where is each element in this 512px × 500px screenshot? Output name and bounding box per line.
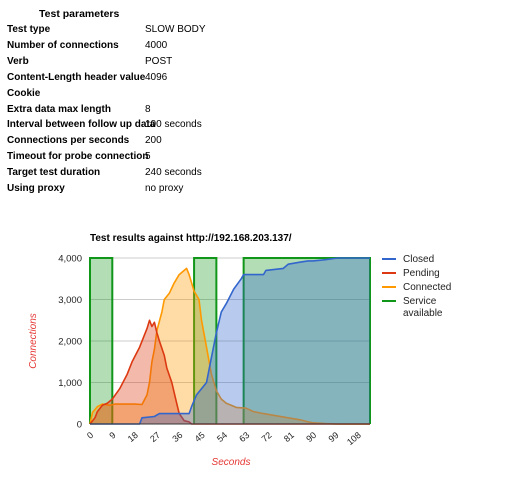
legend-label: Service available bbox=[403, 296, 443, 319]
param-label: Using proxy bbox=[7, 183, 65, 194]
param-value: 100 seconds bbox=[145, 119, 202, 131]
pending-line bbox=[89, 319, 370, 425]
param-label: Timeout for probe connection bbox=[7, 151, 149, 163]
param-value: SLOW BODY bbox=[145, 24, 206, 35]
param-row: Timeout for probe connection 5 bbox=[7, 151, 307, 167]
y-tick-label: 0 bbox=[77, 420, 82, 431]
param-label: Extra data max length bbox=[7, 103, 111, 115]
param-row: Cookie bbox=[7, 88, 307, 104]
x-tick-label: 0 bbox=[85, 430, 95, 441]
chart-plot-area bbox=[89, 257, 371, 425]
connected-line bbox=[89, 267, 370, 425]
legend-swatch bbox=[382, 300, 396, 302]
param-label: Content-Length header value bbox=[7, 71, 146, 83]
param-value: 240 seconds bbox=[145, 167, 202, 179]
y-tick-label: 3,000 bbox=[58, 295, 82, 306]
x-tick-label: 18 bbox=[126, 430, 140, 444]
x-tick-label: 72 bbox=[260, 430, 274, 444]
y-tick-label: 4,000 bbox=[58, 254, 82, 265]
chart-axes: 0 1,000 2,000 3,000 4,000 0 9 18 27 36 45 54 63 72 81 9… bbox=[58, 254, 370, 447]
param-label: Interval between follow up data bbox=[7, 119, 156, 131]
connected-area bbox=[90, 268, 370, 424]
test-parameters-title: Test parameters bbox=[39, 8, 120, 20]
x-tick-label: 54 bbox=[215, 430, 229, 444]
param-row: Content-Length header value 4096 bbox=[7, 72, 307, 88]
y-tick-label: 2,000 bbox=[58, 337, 82, 348]
param-row: Connections per seconds 200 bbox=[7, 135, 307, 151]
param-label: Test type bbox=[7, 24, 51, 35]
param-row: Extra data max length 8 bbox=[7, 104, 307, 120]
service-available-line bbox=[193, 257, 218, 424]
legend-swatch bbox=[382, 272, 396, 274]
param-row: Number of connections 4000 bbox=[7, 40, 307, 56]
legend-label: Closed bbox=[403, 254, 434, 265]
x-tick-label: 81 bbox=[282, 430, 296, 444]
legend-swatch bbox=[382, 258, 396, 260]
param-row: Interval between follow up data 100 secon… bbox=[7, 119, 307, 135]
legend-label: Connected bbox=[403, 282, 451, 293]
x-tick-label: 90 bbox=[304, 430, 318, 444]
param-value: no proxy bbox=[145, 183, 184, 194]
param-value: POST bbox=[145, 55, 173, 67]
param-row: Verb POST bbox=[7, 56, 307, 72]
closed-line bbox=[90, 257, 370, 425]
param-value: 5 bbox=[145, 151, 151, 163]
chart-title: Test results against http://192.168.203.… bbox=[90, 233, 292, 244]
x-tick-label: 45 bbox=[193, 430, 207, 444]
x-tick-label: 63 bbox=[237, 430, 251, 444]
service-available-line bbox=[89, 257, 114, 424]
param-label: Number of connections bbox=[7, 39, 119, 51]
x-axis-label: Seconds bbox=[212, 457, 251, 468]
param-row: Test type SLOW BODY bbox=[7, 24, 307, 40]
x-tick-label: 27 bbox=[148, 430, 162, 444]
service-available-band bbox=[243, 258, 370, 424]
pending-area bbox=[90, 320, 370, 424]
param-value: 4000 bbox=[145, 39, 168, 51]
legend-swatch bbox=[382, 286, 396, 288]
x-tick-label: 9 bbox=[107, 430, 117, 441]
param-value: 4096 bbox=[145, 71, 168, 83]
y-axis-label: Connections bbox=[28, 313, 39, 369]
chart-legend: Closed Pending Connected Service available bbox=[382, 254, 451, 319]
service-available-line bbox=[242, 257, 371, 424]
legend-label: Pending bbox=[403, 268, 440, 279]
service-available-band bbox=[90, 258, 113, 424]
y-tick-label: 1,000 bbox=[58, 378, 82, 389]
param-row: Using proxy no proxy bbox=[7, 183, 307, 199]
param-row: Target test duration 240 seconds bbox=[7, 167, 307, 183]
param-value: 200 bbox=[145, 135, 162, 147]
param-label: Verb bbox=[7, 55, 29, 67]
param-label: Cookie bbox=[7, 87, 41, 99]
x-tick-label: 99 bbox=[326, 430, 340, 444]
closed-area bbox=[90, 258, 370, 424]
param-label: Connections per seconds bbox=[7, 135, 130, 147]
param-label: Target test duration bbox=[7, 167, 101, 179]
param-value: 8 bbox=[145, 103, 151, 115]
x-tick-label: 36 bbox=[170, 430, 184, 444]
x-tick-label: 108 bbox=[345, 430, 363, 447]
